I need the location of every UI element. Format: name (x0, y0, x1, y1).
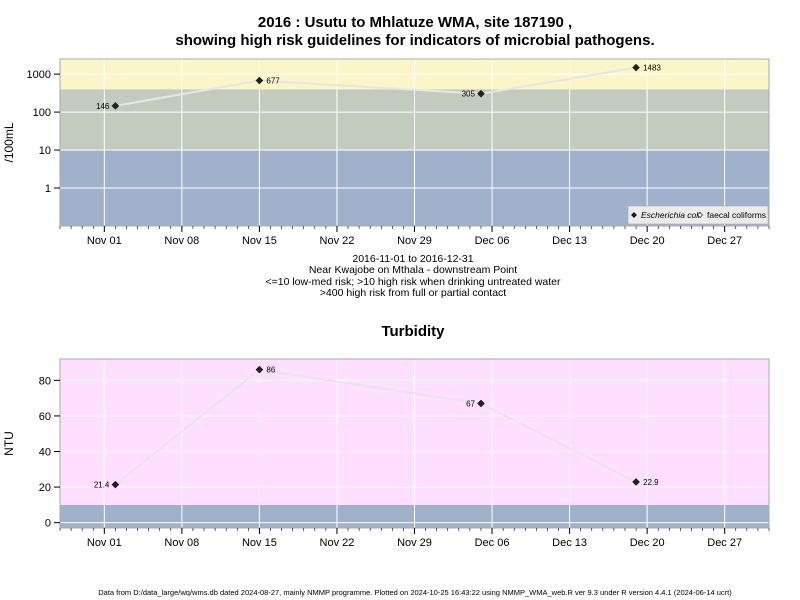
data-point (477, 399, 485, 408)
y-axis-label: NTU (2, 431, 16, 456)
data-point (255, 365, 264, 374)
x-tick-label: Nov 01 (87, 235, 122, 247)
series-line (114, 368, 637, 486)
x-tick-label: Dec 27 (707, 235, 742, 247)
legend-label: Escherichia coli (641, 210, 701, 220)
x-tick-label: Dec 13 (552, 537, 587, 549)
y-axis-label: /100mL (2, 122, 16, 162)
y-tick-label: 0 (45, 518, 51, 530)
chart2-title: Turbidity (381, 323, 445, 340)
data-label: 146 (96, 102, 110, 111)
data-point (632, 63, 640, 72)
data-point (111, 480, 120, 489)
data-label: 1483 (643, 64, 661, 73)
data-point (111, 101, 120, 110)
legend-label: faecal coliforms (707, 210, 766, 220)
turbidity-chart: Nov 01 Nov 08 Nov 15 Nov 22 Nov 29 Dec 06 Dec … (2, 358, 770, 549)
y-tick-label: 40 (39, 447, 51, 459)
x-tick-label: Dec 27 (707, 537, 742, 549)
x-tick-label: Nov 22 (320, 537, 355, 549)
x-tick-label: Nov 08 (164, 537, 199, 549)
legend-marker (631, 212, 637, 218)
x-tick-label: Dec 20 (630, 537, 665, 549)
data-label: 305 (462, 90, 476, 99)
x-tick-label: Dec 20 (630, 235, 665, 247)
x-tick-label: Nov 15 (242, 235, 277, 247)
data-point (477, 89, 485, 98)
x-tick-label: Nov 22 (320, 235, 355, 247)
x-tick-label: Nov 29 (397, 537, 432, 549)
data-label: 86 (266, 366, 275, 375)
chart1-title-line2: showing high risk guidelines for indicat… (175, 32, 654, 49)
y-tick-label: 100 (33, 107, 51, 119)
y-tick-label: 10 (39, 145, 51, 157)
x-tick-label: Dec 06 (475, 537, 510, 549)
date-range-text: 2016-11-01 to 2016-12-31 (352, 253, 473, 265)
y-tick-label: 60 (39, 411, 51, 423)
data-label: 67 (466, 399, 475, 408)
data-label: 677 (266, 77, 280, 86)
y-tick-label: 1000 (27, 69, 51, 81)
footer-note: Data from D:/data_large/wq/wms.db dated … (98, 588, 732, 597)
x-tick-label: Nov 29 (397, 235, 432, 247)
series-line (115, 66, 637, 107)
x-tick-label: Nov 08 (164, 235, 199, 247)
legend-marker (697, 212, 703, 218)
data-label: 22.9 (643, 478, 659, 487)
data-label: 21.4 (94, 481, 110, 490)
y-tick-label: 80 (39, 375, 51, 387)
y-tick-label: 1 (45, 183, 51, 195)
microbial-chart: Nov 01 Nov 08 Nov 15 Nov 22 Nov 29 Dec 06 Dec … (2, 58, 770, 247)
data-point (632, 478, 640, 486)
chart1-title-line1: 2016 : Usutu to Mhlatuze WMA, site 18719… (258, 14, 572, 31)
data-point (255, 76, 264, 85)
x-tick-label: Dec 06 (475, 235, 510, 247)
x-tick-label: Nov 01 (87, 537, 122, 549)
site-description-text: Near Kwajobe on Mthala - downstream Poin… (309, 264, 517, 276)
x-tick-label: Nov 15 (242, 537, 277, 549)
risk-guideline-contact-text: >400 high risk from full or partial cont… (320, 287, 507, 299)
y-tick-label: 20 (39, 482, 51, 494)
x-tick-label: Dec 13 (552, 235, 587, 247)
risk-guideline-drinking-text: <=10 low-med risk; >10 high risk when dr… (265, 276, 561, 288)
